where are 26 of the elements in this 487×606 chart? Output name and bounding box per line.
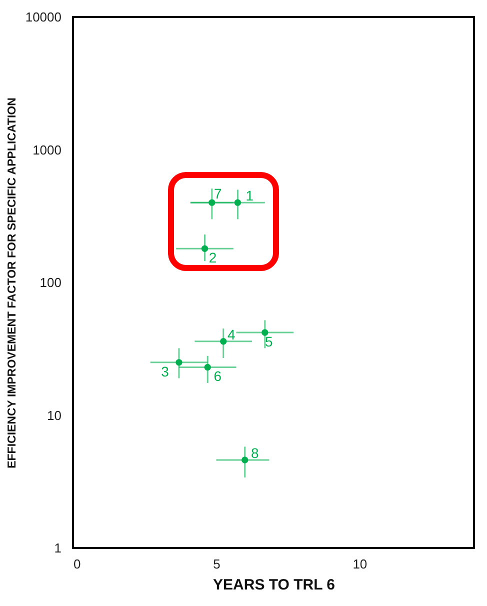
point [208, 199, 216, 206]
annotation: 7 [214, 186, 222, 202]
annotation: 8 [250, 445, 259, 462]
x-tick-label: 10 [352, 556, 368, 572]
annotation: 3 [161, 363, 170, 380]
y-tick-label: 1000 [32, 142, 62, 158]
point [220, 338, 227, 345]
y-axis-title: EFFICIENCY IMPROVEMENT FACTOR FOR SPECIFIC APPLICATION [6, 98, 18, 468]
annotation: 5 [265, 334, 274, 350]
point [204, 364, 211, 371]
point [176, 359, 182, 366]
annotation: 2 [208, 250, 217, 266]
point [234, 199, 242, 206]
y-tick-label: 100 [40, 275, 62, 290]
y-tick-label: 10000 [25, 10, 62, 24]
x-axis-title: YEARS TO TRL 6 [213, 576, 335, 594]
y-tick-label: 1 [54, 540, 62, 556]
annotation: 1 [246, 188, 254, 204]
point [242, 456, 248, 464]
annotation: 6 [214, 368, 222, 384]
point [262, 329, 268, 336]
y-tick-label: 10 [47, 408, 62, 423]
annotation: 4 [227, 326, 236, 342]
x-tick-label: 0 [74, 556, 81, 572]
point [201, 245, 208, 252]
x-tick-label: 5 [213, 556, 220, 572]
